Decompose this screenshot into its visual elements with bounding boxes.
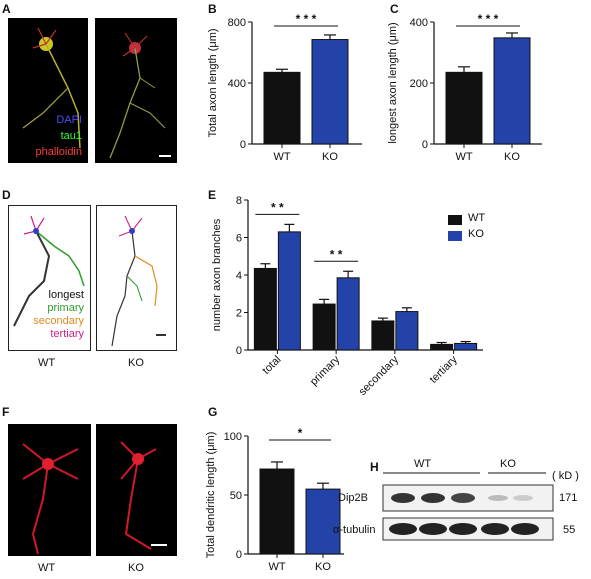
y-axis-label: Total axon length (μm) — [207, 28, 219, 137]
tracing-drawing-wt — [13, 215, 85, 327]
blot-group-ko: KO — [500, 458, 516, 470]
label-tau1: tau1 — [60, 130, 82, 142]
neuron-image-ko-a — [95, 18, 177, 163]
x-tick-label-wt: WT — [268, 561, 285, 573]
dendrite-image-ko — [96, 424, 177, 556]
bar-total-ko — [277, 231, 301, 351]
blot-row-kd-tubulin: 55 — [563, 524, 576, 536]
x-tick-label-wt: WT — [273, 151, 290, 163]
neuron-drawing-a2 — [109, 32, 166, 159]
tracing-image-wt: longest primary secondary tertiary — [8, 205, 91, 351]
panel-letter-b: B — [208, 2, 217, 16]
bar-total-wt — [253, 267, 277, 351]
significance-stars-total: * * — [271, 200, 284, 214]
label-dapi: DAPI — [56, 114, 82, 126]
y-tick-label-0: 0 — [240, 139, 246, 151]
significance-stars-primary: * * — [330, 247, 343, 261]
y-tick-label-0: 0 — [236, 549, 242, 561]
bar-ko — [493, 37, 531, 145]
y-tick-label-1: 400 — [228, 78, 246, 90]
x-tick-label-ko: KO — [504, 151, 520, 163]
x-tick-label-total: total — [260, 354, 283, 377]
x-tick-label-tertiary: tertiary — [427, 353, 460, 386]
blot-row-label-tubulin: α-tubulin — [333, 524, 376, 536]
blot-row-kd-dip2b: 171 — [559, 492, 578, 504]
caption-f-wt: WT — [38, 562, 56, 574]
y-tick-label-1: 2 — [236, 308, 242, 320]
caption-f-ko: KO — [128, 562, 144, 574]
y-axis-label: Total dendritic length (μm) — [205, 432, 217, 559]
panel-letter-c: C — [390, 2, 399, 16]
label-tertiary: tertiary — [50, 328, 84, 340]
dendrite-image-wt — [8, 424, 91, 556]
x-tick-label-secondary: secondary — [357, 353, 402, 398]
blot-image-dip2b — [382, 484, 554, 512]
caption-d-ko: KO — [128, 357, 144, 369]
caption-d-wt: WT — [38, 357, 56, 369]
scale-bar-a — [159, 155, 171, 157]
y-tick-label-2: 100 — [224, 431, 242, 443]
dendrite-drawing-wt — [22, 443, 79, 555]
bar-primary-ko — [336, 277, 360, 351]
bar-wt — [445, 71, 483, 145]
blot-image-tubulin — [382, 517, 554, 541]
legend-swatch-wt — [448, 215, 462, 225]
y-axis-label: longest axon length (μm) — [387, 22, 399, 143]
bar-secondary-ko — [395, 311, 419, 351]
x-tick-label-primary: primary — [308, 353, 343, 388]
panel-letter-d: D — [2, 188, 11, 202]
y-tick-label-0: 0 — [422, 139, 428, 151]
bar-secondary-wt — [371, 320, 395, 351]
y-tick-label-2: 800 — [228, 17, 246, 29]
x-tick-label-wt: WT — [455, 151, 472, 163]
y-axis-label: number axon branches — [211, 218, 223, 331]
blot-group-lines — [383, 472, 546, 474]
bar-wt — [259, 468, 295, 555]
panel-letter-f: F — [2, 405, 10, 419]
legend-label-wt: WT — [468, 212, 486, 224]
chart-dendritic-length: 0 50 100 Total dendritic length (μm) WT KO * — [205, 426, 344, 573]
blot-row-label-dip2b: Dip2B — [338, 492, 368, 504]
blot-group-wt: WT — [414, 458, 432, 470]
y-tick-label-3: 6 — [236, 233, 242, 245]
neuron-drawing-a1 — [22, 27, 81, 149]
neuron-image-wt-a: DAPI tau1 phalloidin — [8, 18, 88, 163]
dendrite-drawing-ko — [120, 441, 157, 550]
label-primary: primary — [47, 302, 84, 314]
bar-wt — [263, 71, 301, 145]
y-tick-label-1: 200 — [410, 78, 428, 90]
tracing-drawing-ko — [111, 215, 158, 347]
bar-tertiary-wt — [430, 343, 454, 351]
bar-ko — [305, 488, 341, 555]
y-tick-label-4: 8 — [236, 195, 242, 207]
scale-bar-f — [151, 544, 167, 546]
legend-swatch-ko — [448, 231, 462, 241]
bar-ko — [311, 39, 349, 145]
chart-total-axon-length: 0 400 800 Total axon length (μm) WT KO * * * — [207, 12, 362, 163]
x-tick-label-ko: KO — [322, 151, 338, 163]
x-tick-label-ko: KO — [315, 561, 331, 573]
y-tick-label-2: 400 — [410, 17, 428, 29]
blot-kd-unit: ( kD ) — [552, 470, 579, 482]
y-tick-label-1: 50 — [230, 490, 242, 502]
y-tick-label-2: 4 — [236, 270, 242, 282]
label-secondary: secondary — [33, 315, 84, 327]
panel-letter-a: A — [2, 2, 11, 16]
panel-letter-e: E — [208, 188, 217, 202]
chart-axon-branches: 0 2 4 6 8 number axon branches total primary sec… — [211, 195, 483, 398]
tracing-image-ko — [96, 205, 177, 351]
legend-label-ko: KO — [468, 228, 484, 240]
significance-stars: * — [298, 426, 303, 440]
panel-letter-h: H — [370, 460, 379, 474]
significance-stars: * * * — [478, 12, 499, 26]
significance-stars: * * * — [296, 12, 317, 26]
label-longest: longest — [48, 289, 84, 301]
chart-longest-axon-length: 0 200 400 longest axon length (μm) WT KO * * * — [387, 12, 542, 163]
y-tick-label-0: 0 — [236, 345, 242, 357]
bar-primary-wt — [312, 303, 336, 351]
panel-letter-g: G — [208, 405, 218, 419]
label-phalloidin: phalloidin — [35, 146, 82, 158]
scale-bar-d — [156, 334, 166, 336]
bar-tertiary-ko — [454, 342, 478, 351]
